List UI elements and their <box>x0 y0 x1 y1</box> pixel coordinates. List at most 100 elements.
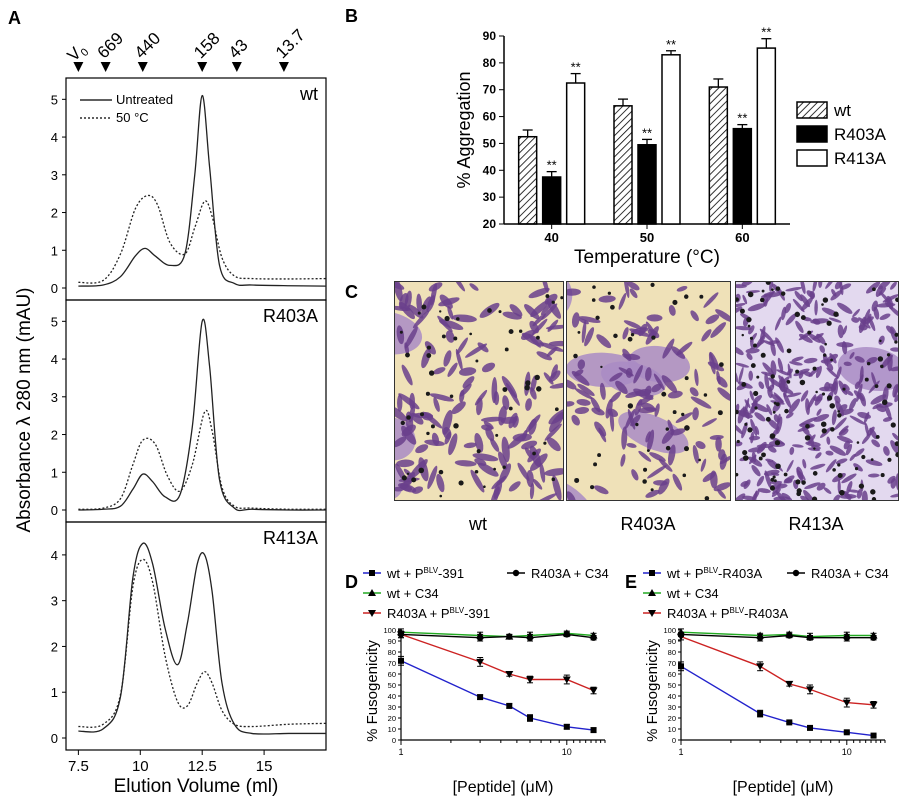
debris-dot <box>741 382 747 387</box>
cell <box>715 436 722 452</box>
cell <box>749 454 757 465</box>
bar-wt <box>708 86 729 225</box>
cell <box>775 491 787 500</box>
cell <box>745 348 760 354</box>
bar-r403a <box>637 144 657 225</box>
cell <box>801 297 814 311</box>
cell <box>421 296 432 315</box>
cell <box>803 371 813 377</box>
debris-dot <box>406 415 411 420</box>
debris-dot <box>401 475 407 481</box>
cell <box>786 392 802 398</box>
cell <box>530 300 549 317</box>
cell <box>638 407 657 414</box>
cell <box>871 439 881 448</box>
cell <box>873 306 880 320</box>
cell <box>825 450 834 456</box>
y-tick-label: 50 <box>668 681 676 690</box>
cell <box>828 317 842 323</box>
subplot-title: R403A <box>263 306 318 326</box>
cell <box>843 383 850 391</box>
cell <box>736 303 746 308</box>
debris-dot <box>775 402 780 407</box>
cell <box>481 362 496 373</box>
bar-r413a <box>661 54 681 225</box>
marker-circle <box>590 634 597 641</box>
debris-dot <box>761 452 766 458</box>
cell <box>477 462 499 477</box>
cell <box>838 380 848 395</box>
y-tick-label: 4 <box>51 130 58 145</box>
cell <box>798 371 804 379</box>
cell <box>671 346 686 359</box>
marker-label: 13.7 <box>272 25 309 62</box>
legend-label: R403A + PBLV-R403A <box>667 606 788 621</box>
cell <box>736 306 743 315</box>
cell <box>825 282 836 289</box>
debris-dot <box>672 410 677 415</box>
cell <box>768 340 780 345</box>
y-tick-label: 10 <box>668 725 676 734</box>
y-axis-label: % Fusogenicity <box>364 640 381 742</box>
cell <box>577 359 586 370</box>
cell <box>815 452 822 459</box>
y-tick-label: 2 <box>51 639 58 654</box>
subplot-title: wt <box>299 84 318 104</box>
legend-label: R403A + C34 <box>531 566 609 581</box>
x-tick-label: 10 <box>132 758 149 775</box>
cell <box>868 380 880 394</box>
y-axis-label: % Fusogenicity <box>644 640 661 742</box>
cell <box>544 293 558 305</box>
cell <box>804 482 821 490</box>
cell <box>849 415 866 425</box>
panel-letter-e: E <box>625 572 637 592</box>
cell <box>615 380 628 395</box>
cell <box>748 370 753 381</box>
cell <box>433 397 440 412</box>
debris-dot <box>830 358 833 362</box>
cell <box>813 414 830 422</box>
subplot-frame <box>65 77 327 301</box>
cell <box>833 417 847 431</box>
cell <box>820 358 833 364</box>
cell <box>415 444 429 454</box>
cell <box>623 282 630 298</box>
cell <box>750 340 765 350</box>
debris-dot <box>453 423 459 429</box>
cell <box>831 409 837 426</box>
debris-dot <box>534 374 540 381</box>
panel-letter-d: D <box>345 572 358 592</box>
cell <box>768 419 780 430</box>
cell <box>623 320 642 329</box>
debris-dot <box>826 395 833 401</box>
debris-dot <box>780 291 786 296</box>
cell <box>521 440 538 450</box>
debris-dot <box>815 390 818 394</box>
cell <box>736 326 752 331</box>
cell <box>836 435 853 444</box>
debris-dot <box>665 445 671 451</box>
cell <box>819 345 825 353</box>
cell <box>626 443 637 448</box>
cell <box>800 390 809 402</box>
legend-label: wt + C34 <box>386 586 439 601</box>
bar-wt <box>613 105 633 225</box>
cell <box>798 333 813 343</box>
cell <box>818 282 823 289</box>
x-axis-label: [Peptide] (μM) <box>733 779 834 796</box>
debris-dot <box>406 472 410 476</box>
cell <box>756 475 765 487</box>
cell <box>894 394 898 403</box>
cell <box>675 412 693 423</box>
cell <box>794 290 803 302</box>
y-axis-label: % Aggregation <box>454 71 474 188</box>
chromatogram-trace-untreated <box>78 542 326 735</box>
cell <box>472 453 499 462</box>
cell <box>668 305 676 316</box>
marker-circle <box>506 633 513 640</box>
y-tick-label: 1 <box>51 243 58 258</box>
debris-dot <box>772 410 776 414</box>
debris-dot <box>879 339 882 343</box>
cell <box>841 341 848 355</box>
debris-dot <box>420 412 425 417</box>
